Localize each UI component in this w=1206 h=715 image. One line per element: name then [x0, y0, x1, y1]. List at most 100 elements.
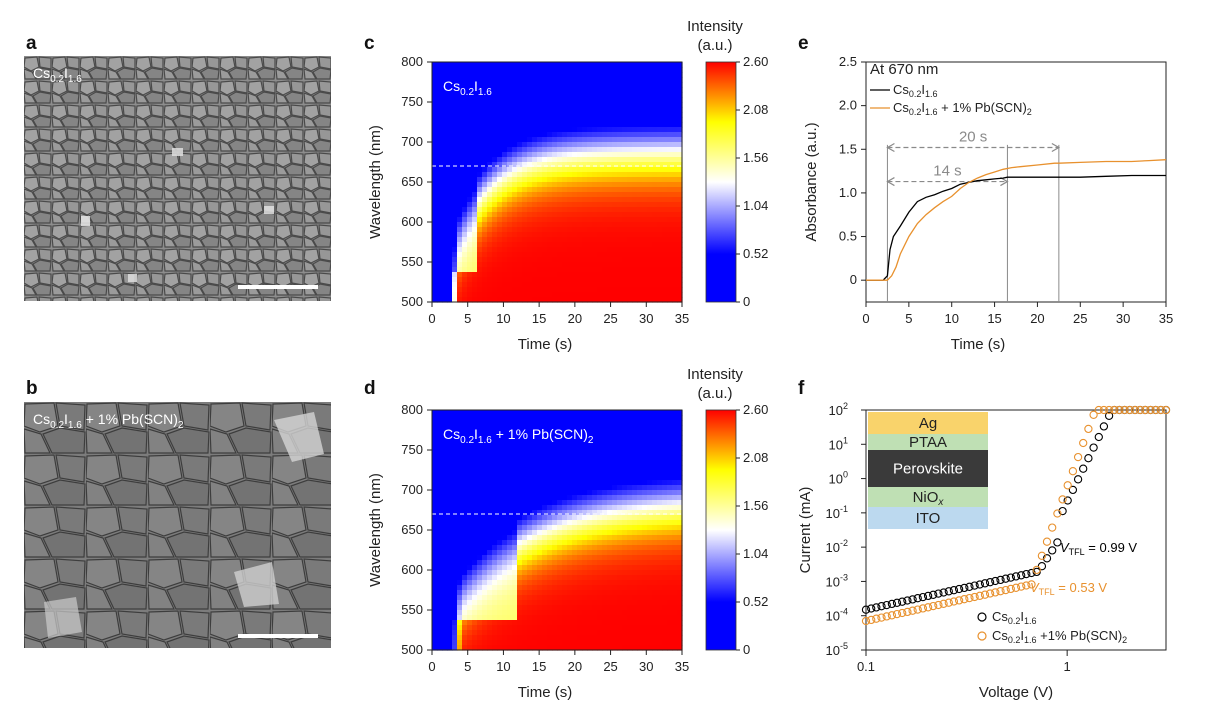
- heatmap-cell: [432, 117, 438, 123]
- heatmap-cell: [592, 187, 598, 193]
- heatmap-cell: [617, 257, 623, 263]
- heatmap-cell: [632, 82, 638, 88]
- heatmap-cell: [437, 82, 443, 88]
- heatmap-cell: [642, 635, 648, 641]
- heatmap-cell: [617, 640, 623, 646]
- heatmap-cell: [677, 277, 683, 283]
- heatmap-cell: [557, 252, 563, 258]
- heatmap-cell: [477, 157, 483, 163]
- heatmap-cell: [447, 630, 453, 636]
- heatmap-cell: [432, 570, 438, 576]
- heatmap-cell: [597, 635, 603, 641]
- heatmap-cell: [612, 550, 618, 556]
- heatmap-cell: [512, 545, 518, 551]
- heatmap-cell: [572, 425, 578, 431]
- heatmap-cell: [447, 410, 453, 416]
- heatmap-cell: [537, 565, 543, 571]
- heatmap-cell: [612, 535, 618, 541]
- heatmap-cell: [622, 495, 628, 501]
- heatmap-cell: [487, 445, 493, 451]
- heatmap-cell: [507, 222, 513, 228]
- heatmap-cell: [637, 575, 643, 581]
- heatmap-cell: [447, 625, 453, 631]
- heatmap-cell: [647, 257, 653, 263]
- heatmap-cell: [567, 132, 573, 138]
- heatmap-cell: [607, 590, 613, 596]
- heatmap-cell: [447, 227, 453, 233]
- heatmap-cell: [477, 87, 483, 93]
- heatmap-cell: [662, 475, 668, 481]
- heatmap-cell: [607, 157, 613, 163]
- heatmap-cell: [602, 535, 608, 541]
- heatmap-cell: [607, 122, 613, 128]
- heatmap-cell: [562, 252, 568, 258]
- heatmap-cell: [617, 202, 623, 208]
- heatmap-cell: [582, 102, 588, 108]
- heatmap-cell: [502, 430, 508, 436]
- heatmap-cell: [557, 147, 563, 153]
- heatmap-cell: [497, 257, 503, 263]
- heatmap-cell: [592, 267, 598, 273]
- heatmap-cell: [467, 420, 473, 426]
- heatmap-cell: [542, 495, 548, 501]
- heatmap-cell: [542, 475, 548, 481]
- heatmap-cell: [567, 415, 573, 421]
- heatmap-cell: [527, 445, 533, 451]
- heatmap-cell: [617, 445, 623, 451]
- heatmap-cell: [572, 510, 578, 516]
- series-e: [866, 159, 1167, 281]
- heatmap-cell: [597, 475, 603, 481]
- heatmap-cell: [502, 242, 508, 248]
- heatmap-cell: [577, 217, 583, 223]
- heatmap-cell: [662, 575, 668, 581]
- heatmap-cell: [447, 172, 453, 178]
- heatmap-cell: [517, 72, 523, 78]
- heatmap-cell: [592, 142, 598, 148]
- heatmap-cell: [637, 595, 643, 601]
- heatmap-cell: [447, 600, 453, 606]
- heatmap-cell: [502, 580, 508, 586]
- heatmap-cell: [577, 550, 583, 556]
- series-line-0: [866, 174, 1166, 281]
- heatmap-cell: [442, 490, 448, 496]
- heatmap-cell: [487, 232, 493, 238]
- heatmap-cell: [437, 555, 443, 561]
- heatmap-cell: [572, 480, 578, 486]
- heatmap-cell: [612, 415, 618, 421]
- heatmap-cell: [552, 595, 558, 601]
- heatmap-cell: [487, 510, 493, 516]
- heatmap-cell: [607, 600, 613, 606]
- heatmap-cell: [632, 267, 638, 273]
- heatmap-cell: [552, 415, 558, 421]
- heatmap-cell: [587, 162, 593, 168]
- heatmap-cell: [512, 107, 518, 113]
- heatmap-cell: [432, 262, 438, 268]
- heatmap-cell: [467, 292, 473, 298]
- heatmap-cell: [472, 440, 478, 446]
- heatmap-cell: [607, 282, 613, 288]
- heatmap-cell: [572, 97, 578, 103]
- x-tick-label: 20: [568, 311, 582, 326]
- heatmap-cell: [522, 580, 528, 586]
- heatmap-cell: [492, 172, 498, 178]
- heatmap-cell: [667, 455, 673, 461]
- heatmap-cell: [607, 222, 613, 228]
- heatmap-cell: [512, 635, 518, 641]
- heatmap-cell: [607, 565, 613, 571]
- heatmap-cell: [607, 62, 613, 68]
- heatmap-cell: [572, 232, 578, 238]
- heatmap-cell: [667, 490, 673, 496]
- heatmap-cell: [637, 530, 643, 536]
- heatmap-cell: [482, 625, 488, 631]
- heatmap-cell: [547, 560, 553, 566]
- heatmap-cell: [677, 555, 683, 561]
- heatmap-cell: [532, 102, 538, 108]
- heatmap-cell: [662, 545, 668, 551]
- heatmap-cell: [457, 272, 463, 278]
- heatmap-cell: [512, 490, 518, 496]
- heatmap-cell: [662, 595, 668, 601]
- heatmap-cell: [492, 500, 498, 506]
- heatmap-cell: [477, 282, 483, 288]
- heatmap-cell: [457, 645, 463, 651]
